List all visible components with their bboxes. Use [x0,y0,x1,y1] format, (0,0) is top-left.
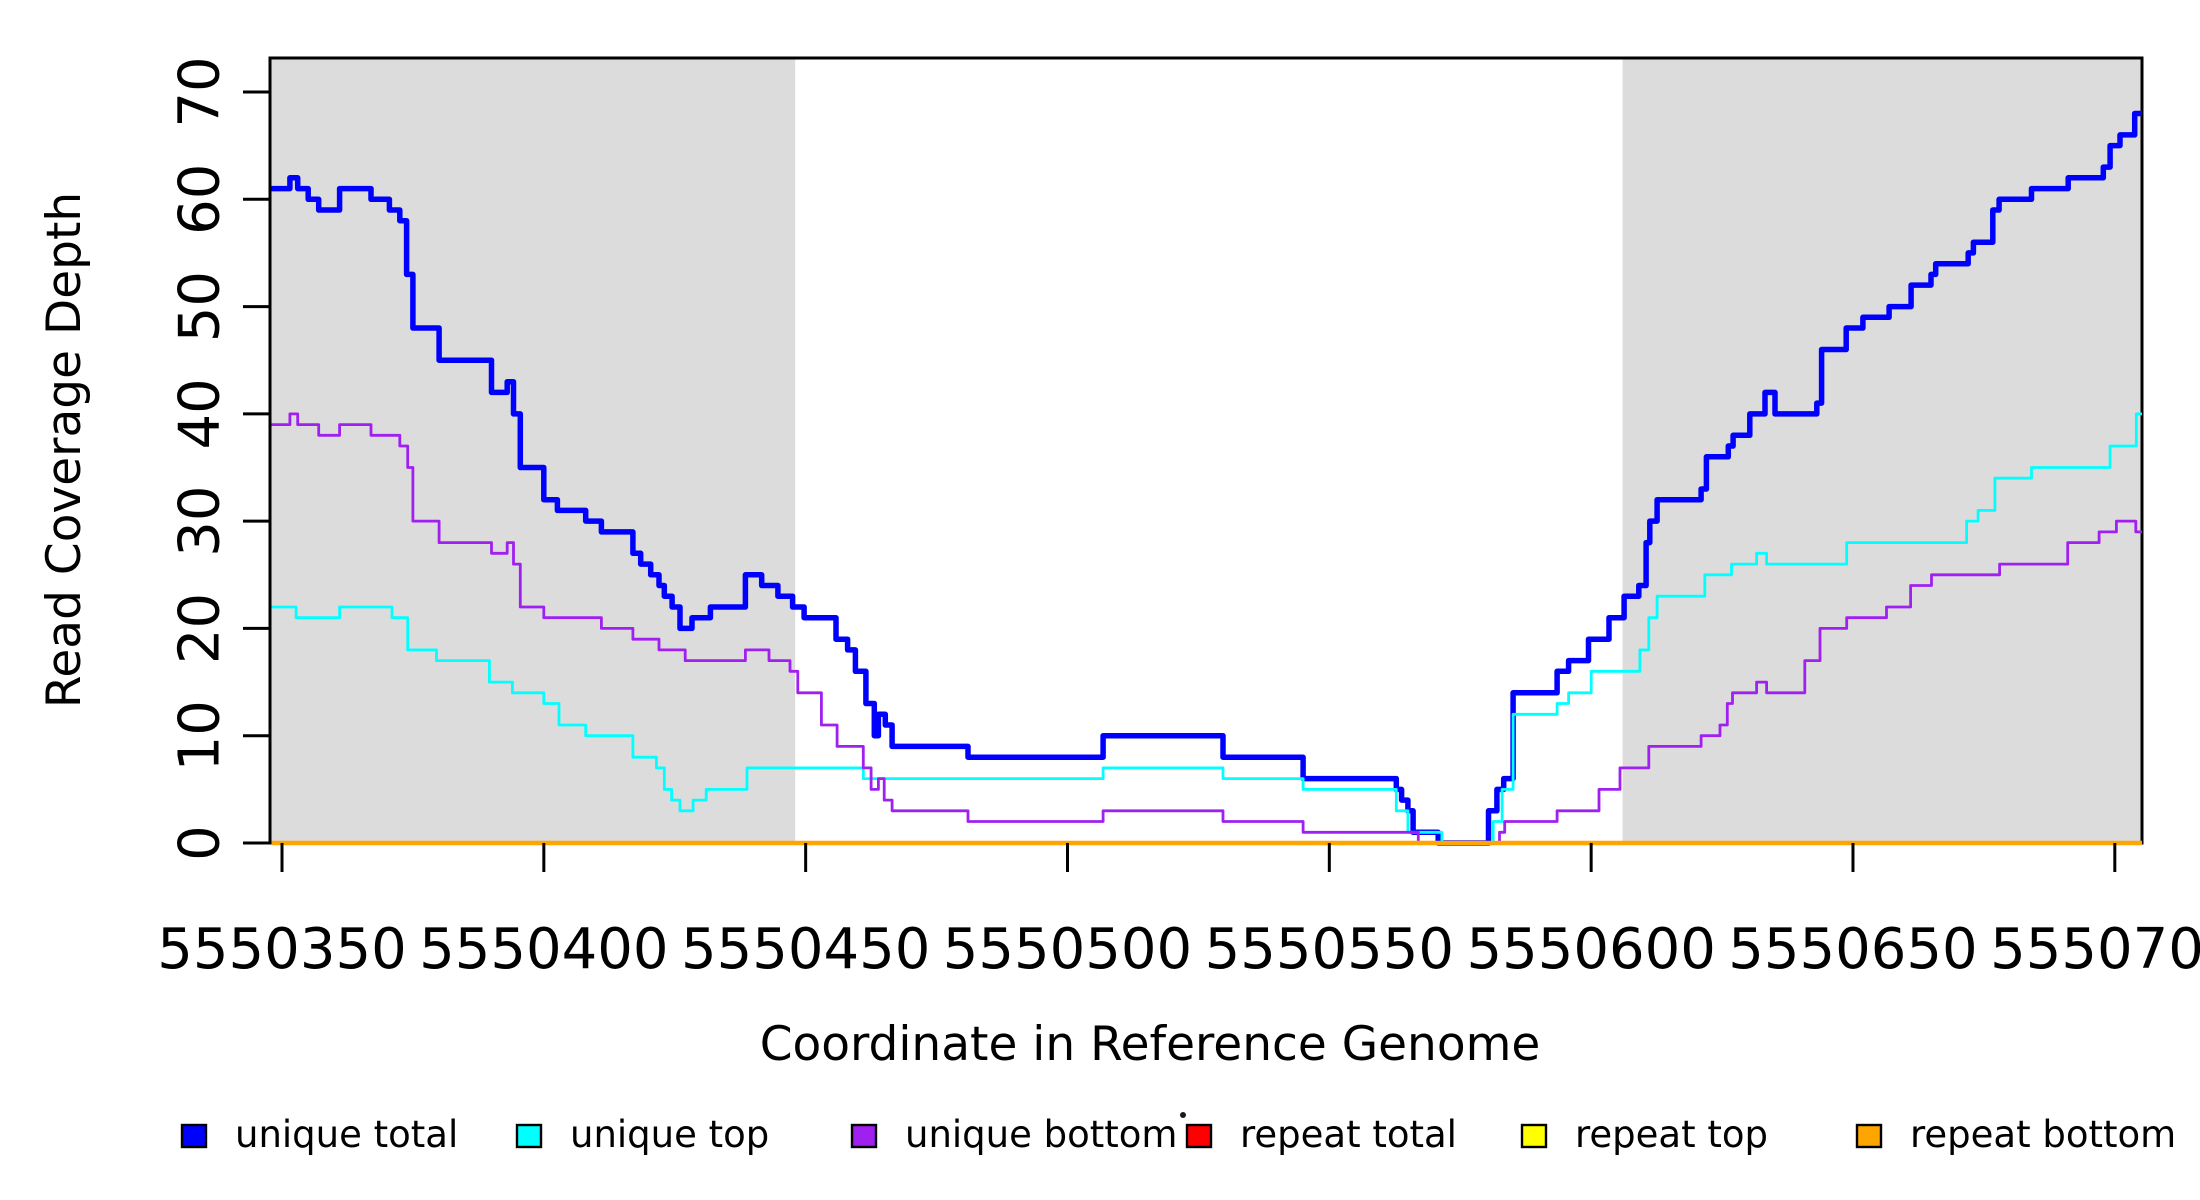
stray-mark-dot [1180,1112,1186,1118]
legend-label-unique-total: unique total [235,1113,458,1156]
x-tick-label: 5550500 [943,917,1192,982]
legend-swatch-repeat-bottom [1855,1123,1883,1149]
legend-item-repeat-bottom: repeat bottom [1855,1113,2176,1156]
legend-item-unique-top: unique top [515,1113,769,1156]
x-axis: 5550350 5550400 5550450 5550500 5550550 55506… [157,843,2200,982]
x-tick-label: 5550550 [1205,917,1454,982]
x-tick-label: 5550650 [1728,917,1977,982]
legend-swatch-unique-bottom [850,1123,878,1149]
y-tick-label: 0 [168,825,233,861]
y-tick-label: 50 [168,271,233,342]
series-line-unique-total [271,110,2142,846]
legend-item-repeat-total: repeat total [1185,1113,1457,1156]
x-tick-label: 5550400 [419,917,668,982]
series-line-unique-bottom [271,412,2142,845]
legend-item-unique-bottom: unique bottom [850,1113,1177,1156]
x-tick-label: 5550450 [681,917,930,982]
x-axis-title: Coordinate in Reference Genome [760,1017,1541,1072]
legend: unique total unique top unique bottom repea… [180,1113,2176,1156]
y-tick-label: 10 [168,700,233,771]
series-group [271,110,2142,846]
y-axis-title: Read Coverage Depth [37,192,92,708]
legend-swatch-unique-total [180,1123,208,1149]
legend-item-repeat-top: repeat top [1520,1113,1768,1156]
shaded-region-left [270,58,796,843]
y-tick-label: 30 [168,486,233,557]
legend-label-unique-bottom: unique bottom [905,1113,1177,1156]
y-axis: 0 10 20 30 40 50 60 70 [168,56,270,861]
legend-label-repeat-top: repeat top [1575,1113,1768,1156]
legend-item-unique-total: unique total [180,1113,458,1156]
legend-label-unique-top: unique top [570,1113,769,1156]
y-tick-label: 20 [168,593,233,664]
shaded-region-group [270,58,2142,843]
y-tick-label: 40 [168,378,233,449]
y-tick-label: 60 [168,164,233,235]
legend-swatch-repeat-total [1185,1123,1213,1149]
legend-label-repeat-total: repeat total [1240,1113,1457,1156]
legend-label-repeat-bottom: repeat bottom [1910,1113,2176,1156]
x-tick-label: 5550350 [157,917,406,982]
legend-swatch-unique-top [515,1123,543,1149]
y-tick-label: 70 [168,56,233,127]
series-line-unique-top [271,412,2142,845]
legend-swatch-repeat-top [1520,1123,1548,1149]
shaded-region-right [1622,58,2142,843]
x-tick-label: 5550600 [1466,917,1715,982]
